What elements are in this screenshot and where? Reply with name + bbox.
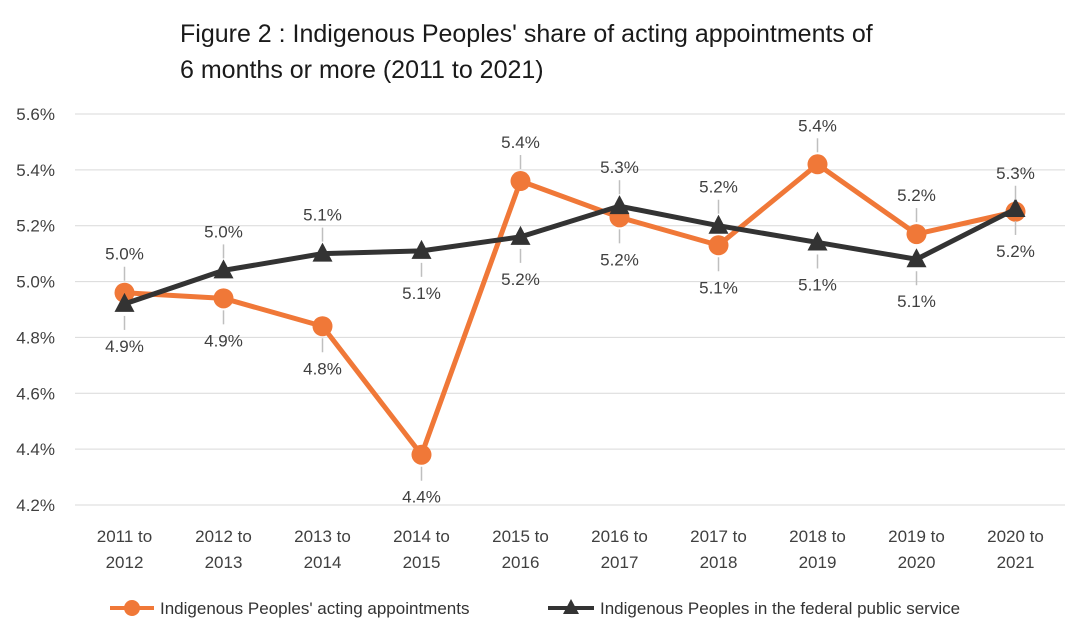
- x-tick-label: 2015: [403, 553, 441, 572]
- x-tick-label: 2014 to: [393, 527, 450, 546]
- x-tick-label: 2015 to: [492, 527, 549, 546]
- series-line-1: [124, 161, 1017, 458]
- series-line-2: [123, 203, 1017, 307]
- x-tick-label: 2014: [304, 553, 342, 572]
- series-2-point: [708, 214, 729, 234]
- data-label: 5.1%: [303, 206, 342, 225]
- x-tick-label: 2018 to: [789, 527, 846, 546]
- x-tick-label: 2013: [205, 553, 243, 572]
- data-label: 5.1%: [897, 292, 936, 311]
- chart-title-line-2: 6 months or more (2011 to 2021): [180, 56, 544, 84]
- data-label: 5.3%: [600, 158, 639, 177]
- data-label: 5.0%: [105, 245, 144, 264]
- y-tick-label: 4.2%: [16, 496, 55, 515]
- data-label: 5.2%: [897, 186, 936, 205]
- data-label: 5.2%: [600, 250, 639, 269]
- data-label: 5.4%: [501, 133, 540, 152]
- x-tick-label: 2018: [700, 553, 738, 572]
- y-tick-label: 5.4%: [16, 161, 55, 180]
- x-tick-label: 2020 to: [987, 527, 1044, 546]
- y-tick-label: 5.0%: [16, 273, 55, 292]
- data-label: 5.2%: [699, 178, 738, 197]
- y-tick-label: 4.4%: [16, 440, 55, 459]
- x-tick-label: 2012 to: [195, 527, 252, 546]
- y-tick-label: 4.6%: [16, 384, 55, 403]
- series-1-point: [906, 224, 927, 245]
- x-tick-label: 2019: [799, 553, 837, 572]
- x-tick-label: 2013 to: [294, 527, 351, 546]
- series-1-point: [312, 316, 333, 337]
- data-label: 5.3%: [996, 164, 1035, 183]
- data-label: 4.4%: [402, 488, 441, 507]
- series-2-point: [510, 225, 531, 245]
- data-label: 4.9%: [105, 337, 144, 356]
- x-tick-label: 2020: [898, 553, 936, 572]
- data-label: 5.4%: [798, 116, 837, 135]
- data-label: 5.1%: [798, 275, 837, 294]
- x-tick-label: 2017 to: [690, 527, 747, 546]
- legend-label: Indigenous Peoples' acting appointments: [160, 599, 469, 618]
- data-label: 5.2%: [501, 270, 540, 289]
- data-label: 5.1%: [402, 284, 441, 303]
- series-2-point: [906, 248, 927, 268]
- series-1-point: [114, 282, 135, 303]
- x-tick-label: 2016: [502, 553, 540, 572]
- chart-title: Figure 2 : Indigenous Peoples' share of …: [180, 16, 1040, 88]
- chart-title-line-1: Figure 2 : Indigenous Peoples' share of …: [180, 20, 873, 48]
- series-2-point: [1005, 197, 1026, 217]
- data-label: 5.0%: [204, 222, 243, 241]
- y-tick-label: 5.2%: [16, 217, 55, 236]
- series-2-point: [312, 242, 333, 262]
- data-label: 5.1%: [699, 278, 738, 297]
- series-1-point: [807, 154, 828, 175]
- x-tick-label: 2017: [601, 553, 639, 572]
- y-tick-label: 5.6%: [16, 105, 55, 124]
- series-2-point: [213, 259, 234, 279]
- data-label: 4.9%: [204, 331, 243, 350]
- legend-label: Indigenous Peoples in the federal public…: [600, 599, 960, 618]
- series-1-point: [213, 288, 234, 309]
- y-tick-label: 4.8%: [16, 328, 55, 347]
- data-label: 5.2%: [996, 242, 1035, 261]
- legend-marker-circle: [124, 600, 140, 616]
- series-2-point: [807, 231, 828, 251]
- series-2-point: [609, 195, 630, 215]
- legend-marker-triangle: [563, 599, 579, 614]
- series-1-point: [510, 171, 531, 192]
- x-tick-label: 2021: [997, 553, 1035, 572]
- series-1-point: [708, 235, 729, 256]
- data-label: 4.8%: [303, 359, 342, 378]
- series-2-point: [411, 239, 432, 259]
- series-1-point: [411, 444, 432, 465]
- x-tick-label: 2016 to: [591, 527, 648, 546]
- x-tick-label: 2012: [106, 553, 144, 572]
- x-tick-label: 2019 to: [888, 527, 945, 546]
- series-2-point: [114, 292, 135, 312]
- x-tick-label: 2011 to: [97, 527, 152, 546]
